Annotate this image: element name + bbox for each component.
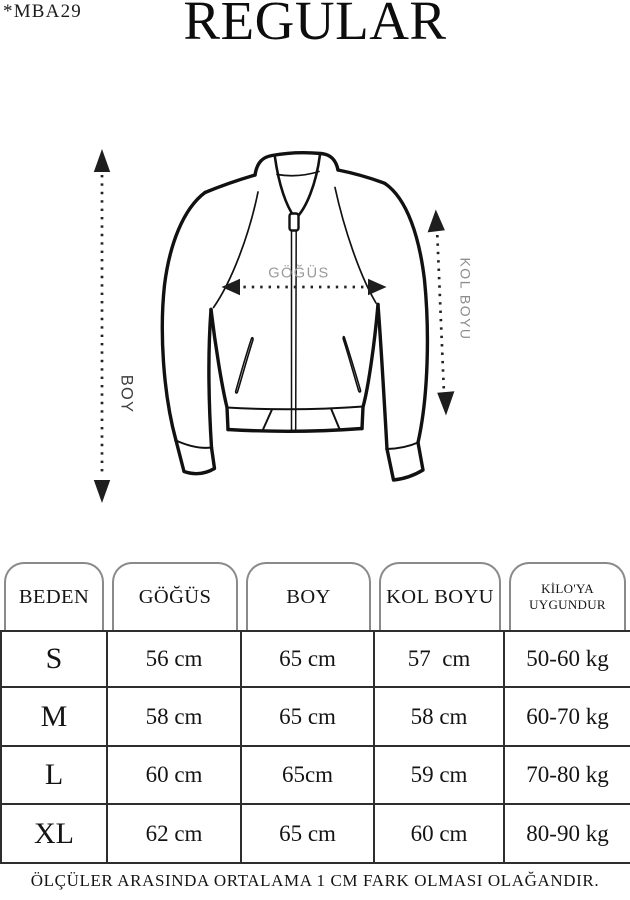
tolerance-footnote: ÖLÇÜLER ARASINDA ORTALAMA 1 CM FARK OLMA…: [30, 871, 600, 890]
table-cell-size: XL: [0, 805, 108, 862]
jacket-measurement-diagram: BOY GÖĞÜS KOL BOYU: [93, 149, 474, 503]
table-cell-sleeve: 60 cm: [375, 805, 505, 862]
table-row-m: M 58 cm 65 cm 58 cm 60-70 kg: [0, 686, 630, 745]
length-label: BOY: [118, 375, 136, 413]
length-arrow-icon: BOY: [93, 149, 136, 503]
table-cell-chest: 56 cm: [108, 632, 242, 686]
jacket-outline-icon: [160, 150, 430, 482]
table-cell-size: L: [0, 747, 108, 803]
table-cell-weight: 60-70 kg: [526, 703, 609, 729]
table-cell-chest: 60 cm: [108, 747, 242, 803]
table-cell-chest: 58 cm: [108, 688, 242, 745]
table-cell-weight: 70-80 kg: [526, 762, 609, 787]
column-header-kol-boyu: KOL BOYU: [379, 562, 501, 630]
size-table: BEDEN GÖĞÜS BOY KOL BOYU KİLO'YA UYGUNDU…: [0, 562, 630, 864]
column-header-beden: BEDEN: [4, 562, 104, 630]
table-row-xl: XL 62 cm 65 cm 60 cm 80-90 kg: [0, 803, 630, 864]
zipper-pull-icon: [288, 212, 300, 232]
table-cell-length: 65 cm: [242, 688, 375, 745]
table-cell-size: S: [0, 632, 108, 686]
page-title: REGULAR: [183, 0, 447, 51]
table-row-l: L 60 cm 65cm 59 cm 70-80 kg: [0, 745, 630, 803]
size-table-header: BEDEN GÖĞÜS BOY KOL BOYU KİLO'YA UYGUNDU…: [0, 562, 630, 630]
sleeve-label: KOL BOYU: [458, 257, 474, 340]
column-header-kiloya-uygundur: KİLO'YA UYGUNDUR: [509, 562, 626, 630]
column-header-gogus: GÖĞÜS: [112, 562, 238, 630]
chest-arrow-icon: GÖĞÜS: [221, 264, 387, 296]
pocket-slit-icon: [234, 335, 362, 394]
table-cell-sleeve: 58 cm: [375, 688, 505, 745]
table-cell-length: 65 cm: [242, 632, 375, 686]
table-cell-sleeve: 59 cm: [375, 747, 505, 803]
table-cell-length: 65 cm: [242, 805, 375, 862]
table-cell-length: 65cm: [242, 747, 375, 803]
chest-label: GÖĞÜS: [268, 264, 329, 282]
table-cell-weight: 50-60 kg: [526, 646, 609, 671]
table-cell-sleeve: 57 cm: [375, 632, 505, 686]
sleeve-arrow-icon: KOL BOYU: [427, 209, 474, 416]
product-code: *MBA29: [3, 1, 82, 22]
table-cell-weight: 80-90 kg: [526, 820, 609, 846]
table-row-s: S 56 cm 65 cm 57 cm 50-60 kg: [0, 630, 630, 686]
table-cell-chest: 62 cm: [108, 805, 242, 862]
table-cell-size: M: [0, 688, 108, 745]
column-header-boy: BOY: [246, 562, 371, 630]
